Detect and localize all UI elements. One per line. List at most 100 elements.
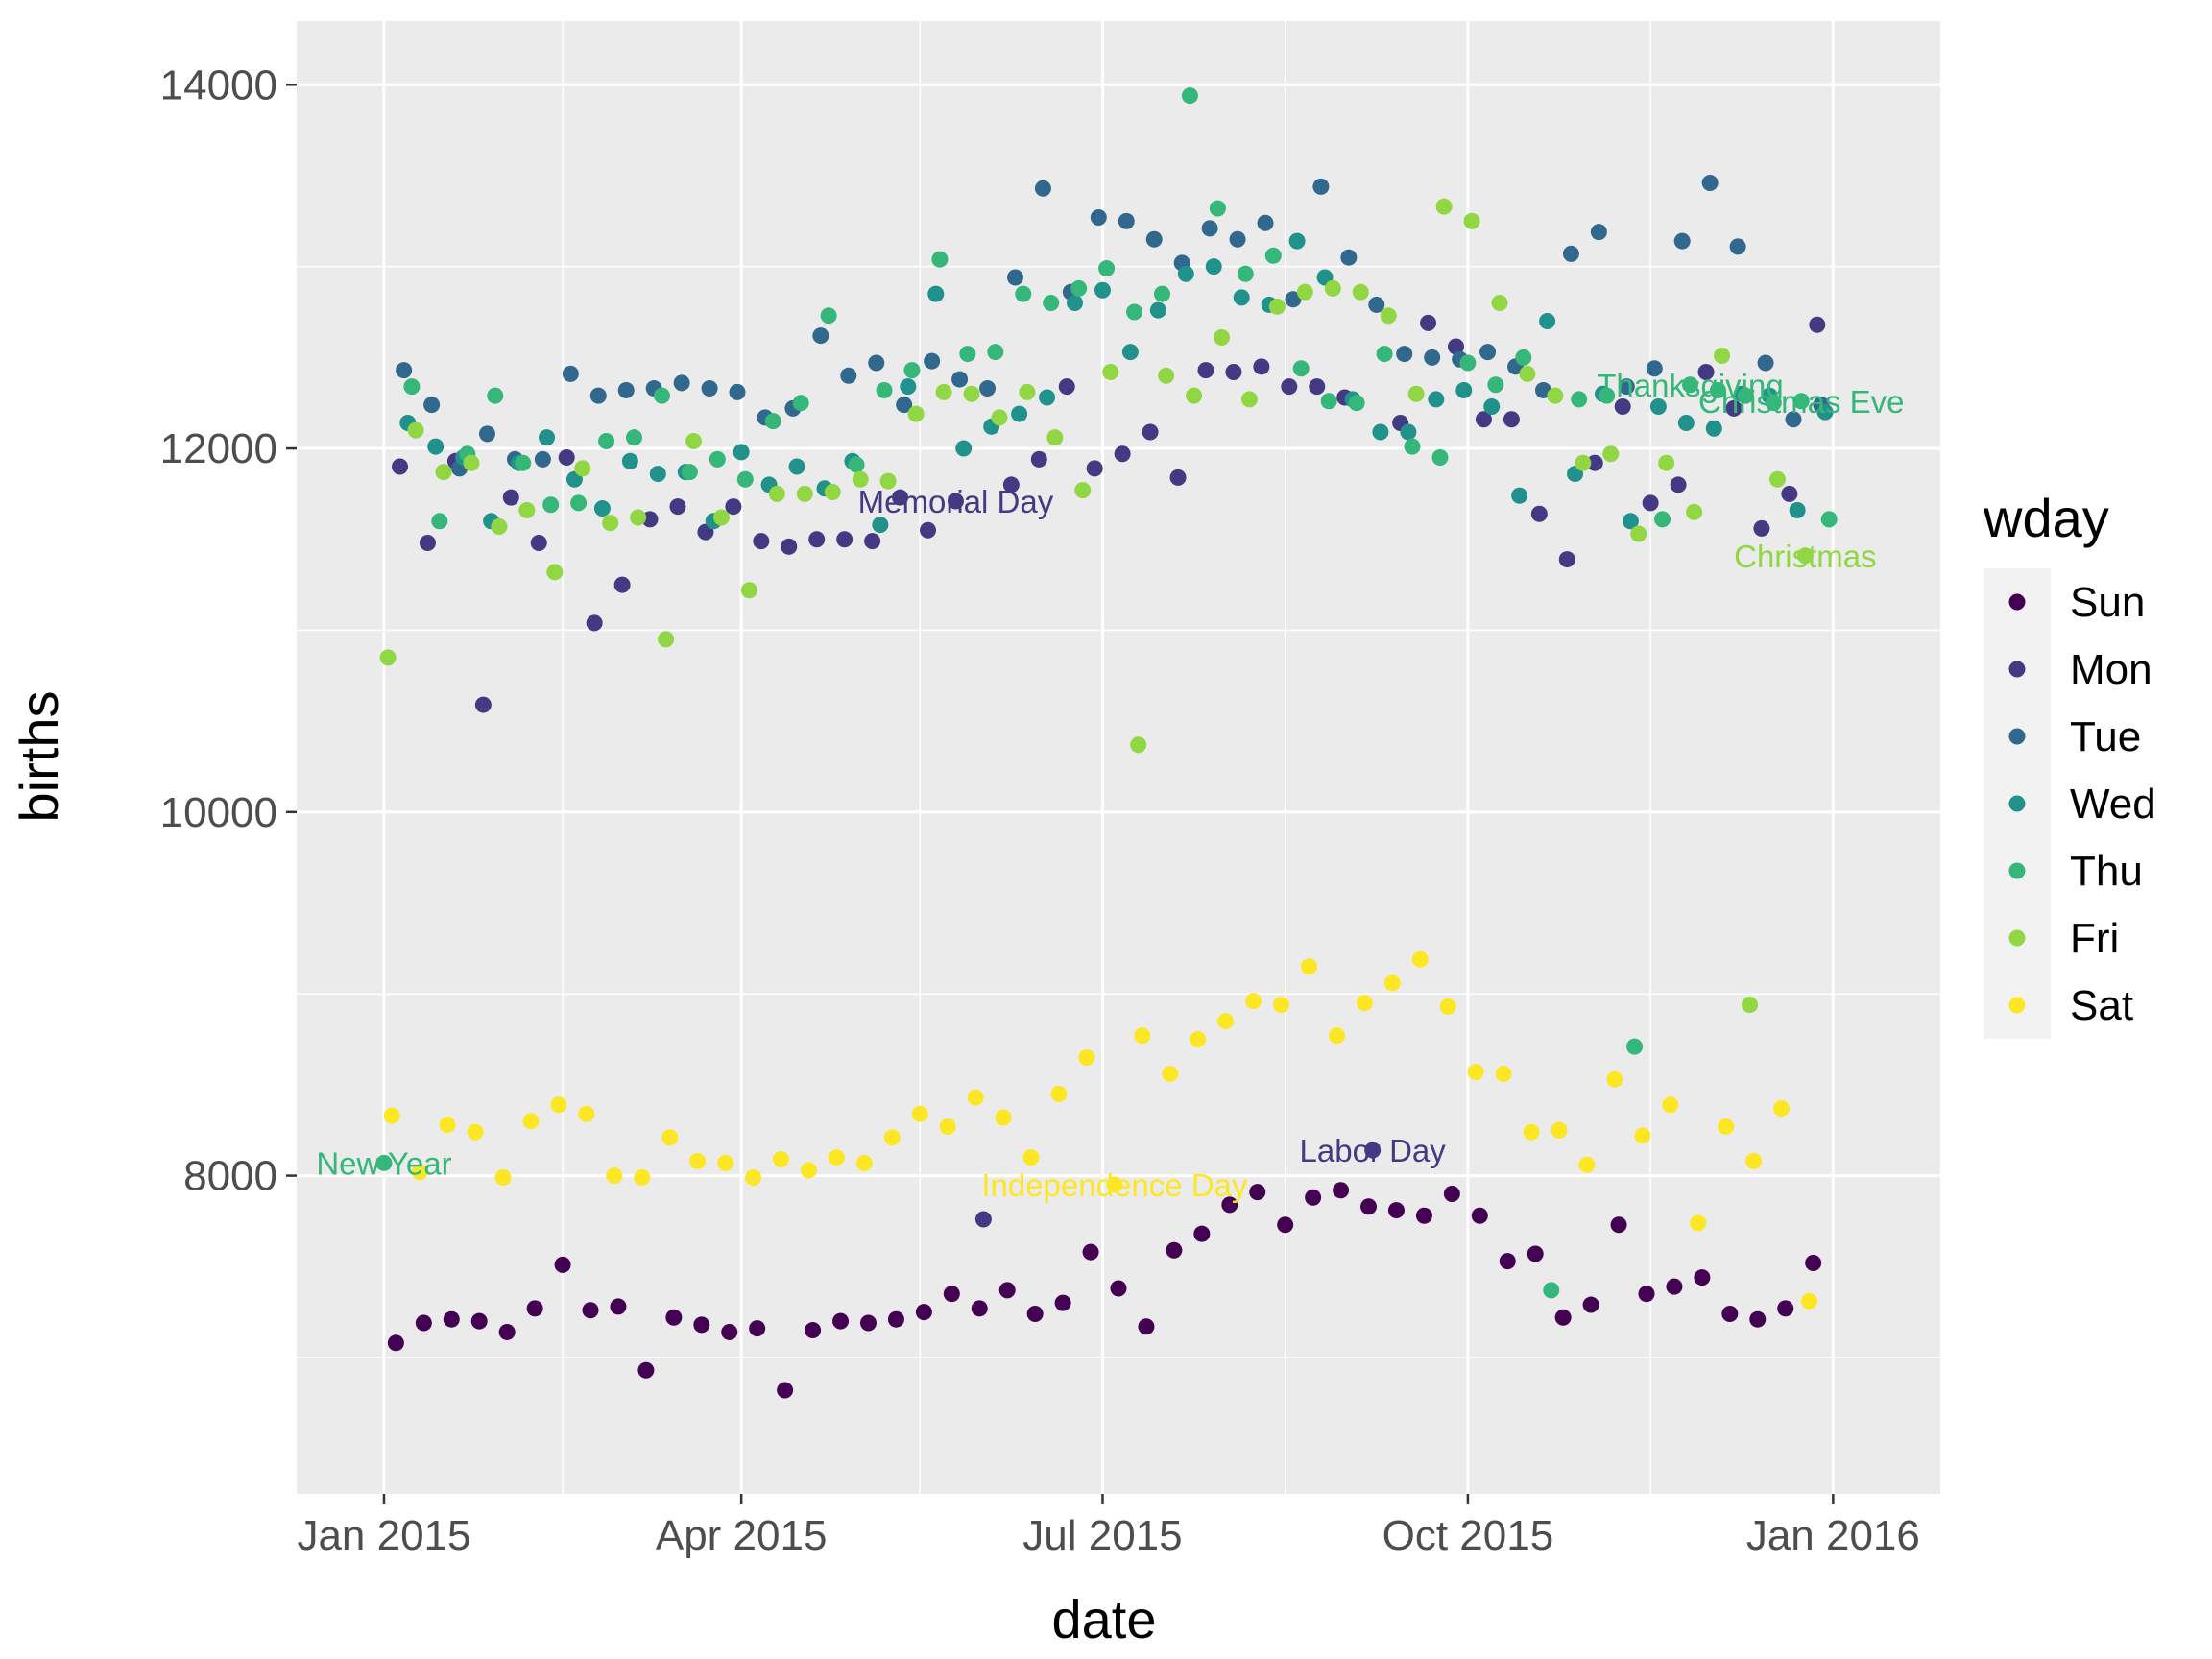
data-point bbox=[625, 429, 642, 446]
data-point bbox=[1074, 482, 1092, 499]
data-point bbox=[1082, 1243, 1099, 1261]
data-point bbox=[1773, 1100, 1791, 1118]
data-point bbox=[1067, 295, 1084, 312]
data-point bbox=[1026, 1306, 1044, 1323]
data-point bbox=[1543, 1282, 1560, 1299]
data-point bbox=[800, 1162, 817, 1179]
data-points bbox=[375, 87, 1838, 1399]
data-point bbox=[546, 564, 564, 581]
data-point bbox=[903, 362, 921, 379]
data-point bbox=[876, 381, 893, 398]
legend-key-fri bbox=[2008, 929, 2026, 947]
data-point bbox=[1130, 736, 1147, 754]
data-point bbox=[1753, 519, 1770, 537]
data-point bbox=[558, 449, 575, 467]
data-point bbox=[1257, 214, 1274, 231]
data-point bbox=[1614, 397, 1631, 415]
data-point bbox=[1737, 387, 1754, 404]
data-point bbox=[1333, 1182, 1350, 1199]
legend-label-fri: Fri bbox=[2070, 915, 2119, 962]
data-point bbox=[1420, 314, 1437, 331]
data-point bbox=[1749, 1310, 1767, 1328]
data-point bbox=[1816, 403, 1834, 421]
data-point bbox=[1582, 1296, 1599, 1313]
data-point bbox=[1705, 420, 1722, 437]
data-point bbox=[1177, 265, 1194, 282]
data-point bbox=[1673, 232, 1691, 250]
data-point bbox=[1527, 1245, 1544, 1262]
data-point bbox=[1229, 230, 1246, 248]
data-point bbox=[1383, 974, 1401, 992]
legend-key-tue bbox=[2008, 728, 2026, 745]
data-point bbox=[431, 513, 448, 530]
data-point bbox=[689, 1152, 707, 1169]
data-point bbox=[1757, 354, 1774, 372]
data-point bbox=[515, 454, 532, 471]
data-point bbox=[1054, 1294, 1071, 1311]
data-point bbox=[610, 1298, 627, 1315]
data-point bbox=[987, 344, 1004, 361]
data-point bbox=[1245, 993, 1262, 1010]
data-point bbox=[879, 472, 897, 490]
data-point bbox=[1697, 364, 1715, 381]
data-point bbox=[649, 466, 666, 483]
y-axis-title: births bbox=[9, 691, 69, 823]
data-point bbox=[967, 1089, 984, 1106]
data-point bbox=[991, 409, 1008, 426]
data-point bbox=[1677, 415, 1695, 432]
data-point bbox=[1777, 1300, 1794, 1317]
data-point bbox=[1253, 358, 1270, 375]
data-point bbox=[1268, 298, 1286, 315]
data-point bbox=[1296, 283, 1313, 301]
data-point bbox=[1610, 1216, 1627, 1234]
data-point bbox=[1086, 460, 1103, 477]
data-point bbox=[1729, 238, 1746, 255]
data-point bbox=[474, 696, 492, 713]
legend-key-sat bbox=[2008, 997, 2026, 1014]
data-point bbox=[725, 498, 742, 516]
data-point bbox=[1277, 1216, 1294, 1234]
data-point bbox=[1586, 454, 1603, 471]
data-point bbox=[1190, 1031, 1207, 1048]
data-point bbox=[574, 460, 591, 477]
data-point bbox=[768, 485, 785, 502]
data-point bbox=[1558, 551, 1575, 568]
data-point bbox=[661, 1129, 679, 1146]
annotation-label: Independence Day bbox=[981, 1167, 1248, 1203]
data-point bbox=[927, 285, 945, 302]
data-point bbox=[379, 649, 397, 666]
data-point bbox=[637, 1361, 655, 1379]
data-point bbox=[1718, 1118, 1735, 1135]
data-point bbox=[1654, 511, 1671, 528]
data-point bbox=[502, 489, 519, 506]
data-point bbox=[951, 371, 969, 388]
data-point bbox=[955, 440, 973, 457]
data-point bbox=[971, 1300, 988, 1317]
data-point bbox=[407, 421, 424, 439]
minor-gridlines bbox=[297, 21, 1940, 1494]
data-point bbox=[824, 484, 841, 501]
data-point bbox=[1022, 1149, 1040, 1166]
data-point bbox=[1039, 389, 1056, 406]
y-axis: 8000 10000 12000 14000 bbox=[160, 61, 297, 1200]
data-point bbox=[478, 425, 495, 443]
data-point bbox=[709, 450, 726, 468]
data-point bbox=[1796, 547, 1814, 565]
data-point bbox=[1658, 454, 1675, 471]
data-point bbox=[1142, 423, 1159, 441]
data-point bbox=[1114, 445, 1131, 463]
legend-label-tue: Tue bbox=[2070, 713, 2141, 760]
data-point bbox=[435, 464, 452, 481]
data-point bbox=[1459, 354, 1477, 372]
x-tick-label: Jul 2015 bbox=[1022, 1512, 1182, 1559]
data-point bbox=[832, 1312, 850, 1330]
annotation-label: Memorial Day bbox=[858, 484, 1054, 519]
data-point bbox=[701, 380, 718, 397]
data-point bbox=[1281, 378, 1298, 396]
data-point bbox=[796, 485, 813, 502]
data-point bbox=[820, 307, 837, 325]
data-point bbox=[1340, 249, 1358, 266]
data-point bbox=[1050, 1085, 1068, 1102]
data-point bbox=[947, 493, 964, 510]
